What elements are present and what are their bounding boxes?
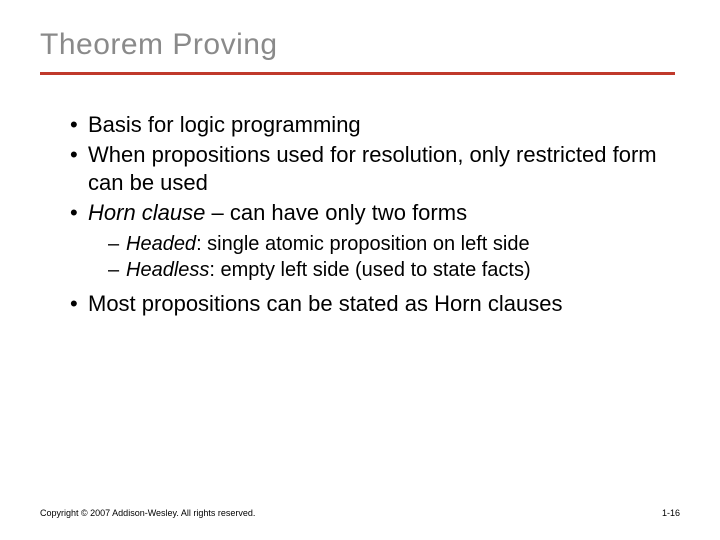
sub-bullet-item: Headless: empty left side (used to state… — [108, 258, 680, 284]
bullet-text: Most propositions can be stated as Horn … — [88, 291, 562, 316]
bullet-text: Basis for logic programming — [88, 112, 361, 137]
page-number: 1-16 — [662, 508, 680, 518]
bullet-text: : empty left side (used to state facts) — [209, 259, 530, 281]
bullet-text: When propositions used for resolution, o… — [88, 142, 657, 195]
bullet-item: Horn clause – can have only two forms He… — [70, 199, 680, 283]
bullet-list: Basis for logic programming When proposi… — [70, 111, 680, 318]
title-rule — [40, 72, 675, 75]
sub-bullet-item: Headed: single atomic proposition on lef… — [108, 232, 680, 258]
term-headed: Headed — [126, 233, 196, 255]
bullet-item: When propositions used for resolution, o… — [70, 141, 680, 197]
bullet-item: Basis for logic programming — [70, 111, 680, 139]
bullet-text: – can have only two forms — [205, 200, 467, 225]
footer: Copyright © 2007 Addison-Wesley. All rig… — [40, 508, 680, 518]
slide: Theorem Proving Basis for logic programm… — [0, 0, 720, 540]
term-horn-clause: Horn clause — [88, 200, 205, 225]
bullet-item: Most propositions can be stated as Horn … — [70, 290, 680, 318]
slide-content: Basis for logic programming When proposi… — [40, 111, 680, 318]
bullet-text: : single atomic proposition on left side — [196, 233, 530, 255]
term-headless: Headless — [126, 259, 209, 281]
copyright-text: Copyright © 2007 Addison-Wesley. All rig… — [40, 508, 255, 518]
sub-bullet-list: Headed: single atomic proposition on lef… — [108, 232, 680, 284]
slide-title: Theorem Proving — [40, 28, 680, 62]
